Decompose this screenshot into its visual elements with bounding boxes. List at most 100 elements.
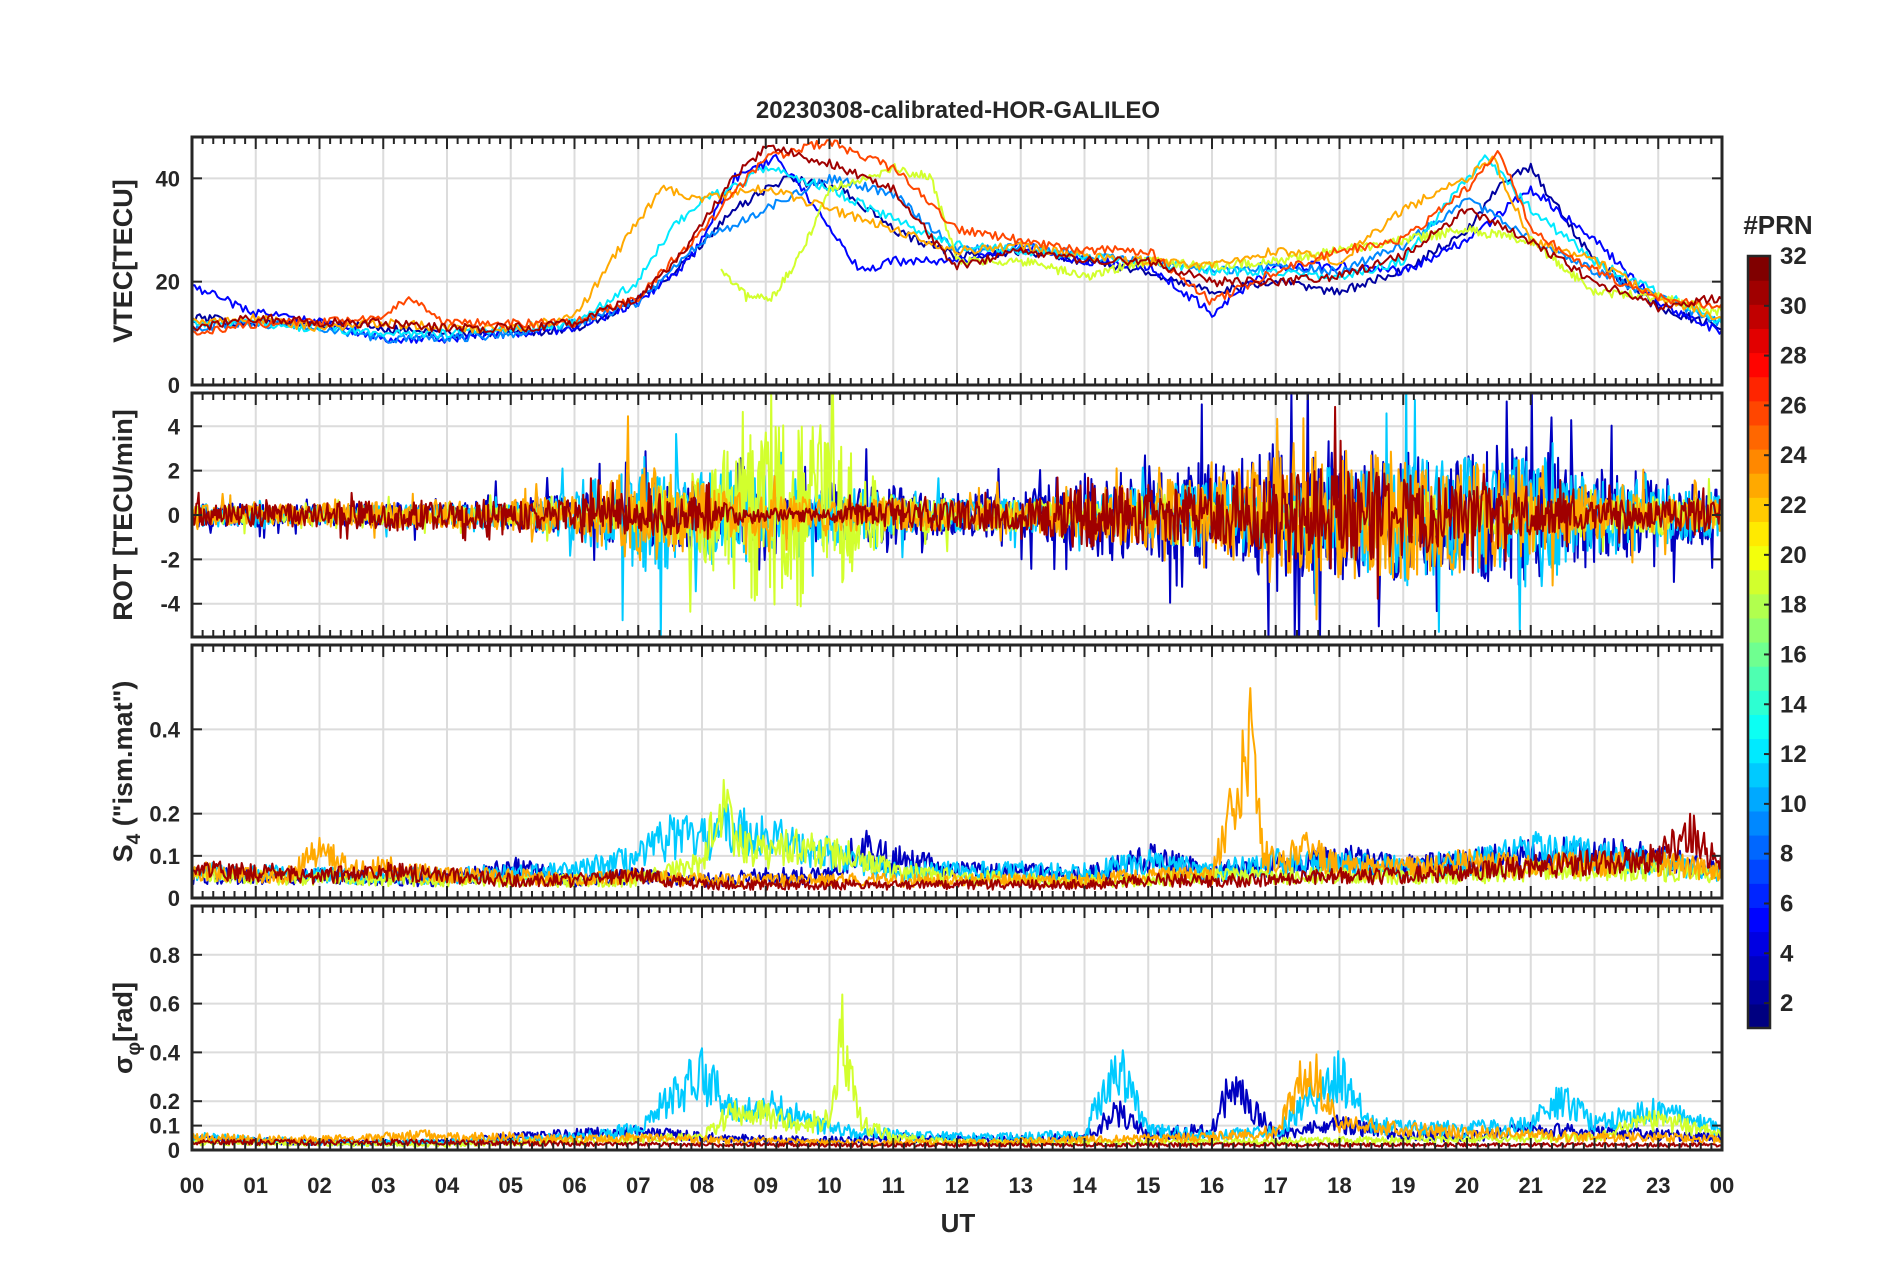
colorbar-swatch — [1748, 569, 1770, 595]
y-axis-label: ROT [TECU/min] — [108, 409, 138, 620]
x-tick-label: 17 — [1264, 1173, 1288, 1198]
y-tick-label: 40 — [156, 166, 180, 191]
colorbar-swatch — [1748, 545, 1770, 571]
colorbar-tick-label: 10 — [1780, 791, 1807, 818]
colorbar-tick-label: 30 — [1780, 293, 1807, 320]
series-line-prn-31 — [192, 144, 1722, 334]
colorbar-swatch — [1748, 1003, 1770, 1029]
colorbar-swatch — [1748, 931, 1770, 957]
colorbar-swatch — [1748, 256, 1770, 281]
x-tick-label: 15 — [1136, 1173, 1160, 1198]
x-tick-label: 06 — [562, 1173, 586, 1198]
colorbar-tick-label: 28 — [1780, 343, 1807, 370]
y-tick-label: 0.6 — [149, 992, 180, 1017]
x-axis-label: UT — [941, 1208, 976, 1238]
x-tick-label: 13 — [1009, 1173, 1033, 1198]
colorbar-tick-label: 8 — [1780, 841, 1793, 868]
colorbar-label: #PRN — [1743, 210, 1812, 240]
colorbar-swatch — [1748, 473, 1770, 498]
y-tick-label: 0 — [168, 886, 180, 911]
series-line-prn-31 — [192, 812, 1722, 891]
x-tick-label: 19 — [1391, 1173, 1415, 1198]
colorbar-swatch — [1748, 738, 1770, 764]
colorbar-tick-label: 18 — [1780, 592, 1807, 619]
series-line-prn-26 — [192, 139, 1722, 336]
colorbar-tick-label: 16 — [1780, 641, 1807, 668]
colorbar-swatch — [1748, 786, 1770, 812]
colorbar-tick-label: 22 — [1780, 492, 1807, 519]
x-tick-label: 18 — [1327, 1173, 1351, 1198]
x-tick-label: 00 — [180, 1173, 204, 1198]
y-tick-label: 0.2 — [149, 802, 180, 827]
x-tick-label: 23 — [1646, 1173, 1670, 1198]
x-ticks — [191, 393, 1723, 637]
y-tick-label: 0.4 — [149, 717, 180, 742]
colorbar-swatch — [1748, 593, 1770, 619]
x-tick-label: 09 — [754, 1173, 778, 1198]
colorbar-tick-label: 2 — [1780, 990, 1793, 1017]
colorbar-box — [1746, 254, 1772, 1030]
x-tick-label: 03 — [371, 1173, 395, 1198]
series-group — [192, 139, 1722, 344]
x-tick-label: 10 — [817, 1173, 841, 1198]
colorbar-swatch — [1748, 280, 1770, 305]
y-tick-label: 20 — [156, 270, 180, 295]
x-axis-tick-labels: 00 01 02 03 04 05 06 07 08 09 10 11 12 13 14 15 16 17 18 19… — [180, 1173, 1734, 1198]
colorbar-swatch — [1748, 955, 1770, 981]
y-tick-label: 0.4 — [149, 1040, 180, 1065]
y-axis-label: σφ[rad] — [108, 982, 145, 1074]
x-ticks — [191, 137, 1723, 385]
colorbar-tick-label: 26 — [1780, 392, 1807, 419]
y-tick-label: 0.1 — [149, 1114, 180, 1139]
colorbar-swatch — [1748, 907, 1770, 933]
y-tick-label: 0.1 — [149, 844, 180, 869]
y-tick-label: 0 — [168, 373, 180, 398]
y-tick-label: 2 — [168, 459, 180, 484]
colorbar-tick-label: 20 — [1780, 542, 1807, 569]
y-axis-label: VTEC[TECU] — [108, 179, 138, 343]
y-tick-label: 0.2 — [149, 1089, 180, 1114]
panel-s4: 0 0.1 0.2 0.4S4 ("ism.mat") — [108, 643, 1724, 911]
y-tick-label: -4 — [160, 592, 180, 617]
y-tick-label: -2 — [160, 547, 180, 572]
chart-title: 20230308-calibrated-HOR-GALILEO — [756, 97, 1160, 124]
x-tick-label: 00 — [1710, 1173, 1734, 1198]
colorbar-swatch — [1748, 521, 1770, 547]
colorbar-swatch — [1748, 424, 1770, 450]
x-tick-label: 01 — [244, 1173, 268, 1198]
x-tick-label: 08 — [690, 1173, 714, 1198]
colorbar-tick-label: 24 — [1780, 442, 1807, 469]
y-tick-label: 0 — [168, 503, 180, 528]
series-line-prn-31 — [192, 405, 1722, 600]
colorbar-swatch — [1748, 642, 1770, 667]
colorbar-swatch — [1748, 979, 1770, 1005]
x-tick-label: 02 — [307, 1173, 331, 1198]
colorbar-swatch — [1748, 497, 1770, 522]
y-tick-label: 0 — [168, 1138, 180, 1163]
series-line-prn-12 — [192, 154, 1722, 339]
x-ticks — [191, 645, 1723, 898]
y-tick-label: 4 — [168, 414, 181, 439]
series-group — [192, 393, 1722, 637]
colorbar-swatch — [1748, 690, 1770, 715]
colorbar-swatch — [1748, 328, 1770, 354]
colorbar-tick-label: 32 — [1780, 243, 1807, 270]
panel-rot: -4 -2 0 2 4 ROT [TECU/min] — [108, 391, 1724, 639]
x-tick-label: 11 — [882, 1173, 905, 1198]
colorbar-swatch — [1748, 835, 1770, 860]
x-tick-label: 12 — [945, 1173, 969, 1198]
colorbar-swatch — [1748, 617, 1770, 643]
colorbar-swatch — [1748, 376, 1770, 402]
x-tick-label: 21 — [1519, 1173, 1543, 1198]
colorbar-swatch — [1748, 352, 1770, 378]
x-tick-label: 05 — [499, 1173, 523, 1198]
y-tick-label: 0.8 — [149, 943, 180, 968]
series-group — [192, 687, 1722, 891]
colorbar-swatch — [1748, 714, 1770, 740]
x-tick-label: 22 — [1582, 1173, 1606, 1198]
panel-sigma-phi: 00.10.2 0.4 0.6 0.8σφ[rad] — [108, 904, 1724, 1163]
panel-vtec: 0 20 40 VTEC[TECU] — [108, 135, 1724, 398]
x-tick-label: 07 — [626, 1173, 650, 1198]
colorbar-swatch — [1748, 883, 1770, 908]
